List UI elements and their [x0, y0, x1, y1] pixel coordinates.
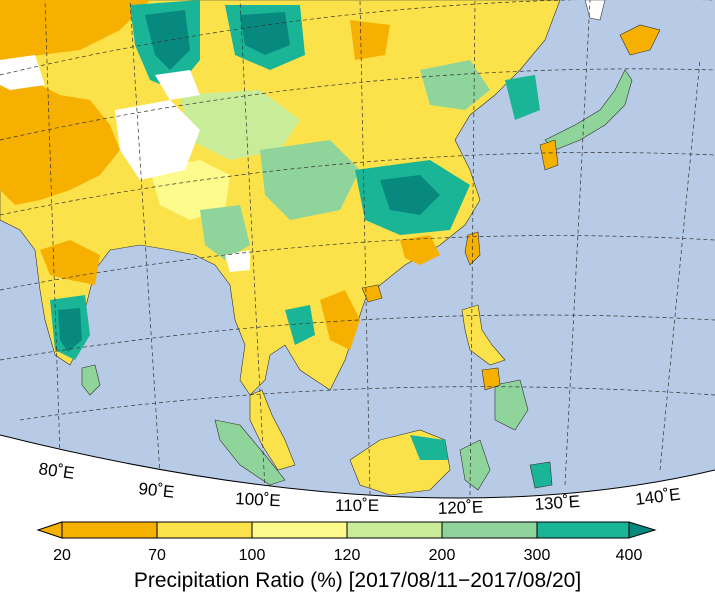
colorbar-tick-400: 400: [615, 547, 643, 564]
zone-wet-thailand: [285, 305, 315, 345]
missing-north-1: [0, 55, 45, 90]
zone-wet-central-core: [240, 12, 290, 55]
lon-label-90e: 90˚E: [138, 479, 176, 502]
colorbar-bin-20-70: [61, 521, 158, 539]
colorbar: [36, 521, 657, 539]
missing-myanmar: [225, 250, 250, 272]
zone-moist-4: [420, 60, 490, 110]
land-philippines-visayas: [481, 367, 501, 391]
land-japan-honshu: [544, 69, 633, 151]
colorbar-bin-200-300: [441, 521, 538, 539]
land-philippines-luzon: [461, 304, 506, 366]
zone-wet-korea: [505, 75, 540, 120]
land-sulawesi: [459, 439, 491, 491]
zone-moist-1: [150, 160, 230, 220]
land-sakhalin: [584, 0, 606, 21]
map-area: [0, 0, 715, 498]
missing-tibet: [115, 100, 200, 180]
zone-wet-tibet-core: [145, 10, 190, 70]
colorbar-tick-300: 300: [523, 547, 551, 564]
land-philippines-mindanao: [494, 379, 529, 431]
lon-label-100e: 100˚E: [235, 489, 281, 510]
map-boundary: [0, 434, 715, 499]
zone-dry-india: [0, 80, 120, 205]
zone-wet-india-south-core: [58, 308, 82, 352]
colorbar-bin-120-200: [346, 521, 443, 539]
zone-dry-west: [0, 0, 150, 60]
zone-moist-2: [180, 90, 300, 160]
colorbar-arrow-right: [628, 521, 657, 539]
zone-wet-yangtze-core: [380, 175, 440, 215]
lon-label-130e: 130˚E: [534, 492, 581, 514]
zone-wet-borneo: [410, 435, 448, 460]
colorbar-tick-120: 120: [333, 547, 361, 564]
missing-north-2: [155, 70, 200, 100]
lon-label-140e: 140˚E: [634, 485, 681, 509]
colorbar-bin-100-120: [251, 521, 348, 539]
zone-dry-vietnam: [320, 290, 360, 350]
land-sumatra: [214, 419, 286, 486]
lon-label-110e: 110˚E: [335, 496, 379, 515]
zone-dry-china-east: [400, 235, 440, 265]
lon-label-80e: 80˚E: [37, 459, 75, 483]
colorbar-arrow-left: [36, 521, 63, 539]
zone-moist-3: [260, 140, 360, 220]
zone-dry-india-south: [40, 240, 100, 285]
land-sri-lanka: [81, 364, 101, 396]
land-japan-north: [619, 24, 661, 56]
colorbar-bin-300-400: [536, 521, 630, 539]
land-japan-kyushu: [539, 139, 559, 171]
land-maluku: [529, 461, 553, 489]
colorbar-tick-20: 20: [53, 547, 71, 564]
colorbar-tick-70: 70: [148, 547, 166, 564]
colorbar-tick-200: 200: [428, 547, 456, 564]
colorbar-tick-100: 100: [238, 547, 266, 564]
colorbar-bin-70-100: [156, 521, 253, 539]
zone-wet-myanmar: [200, 205, 250, 260]
zone-dry-north: [350, 20, 390, 60]
lon-label-120e: 120˚E: [437, 497, 483, 518]
colorbar-title: Precipitation Ratio (%) [2017/08/11−2017…: [133, 569, 582, 592]
graticule: [0, 0, 715, 496]
